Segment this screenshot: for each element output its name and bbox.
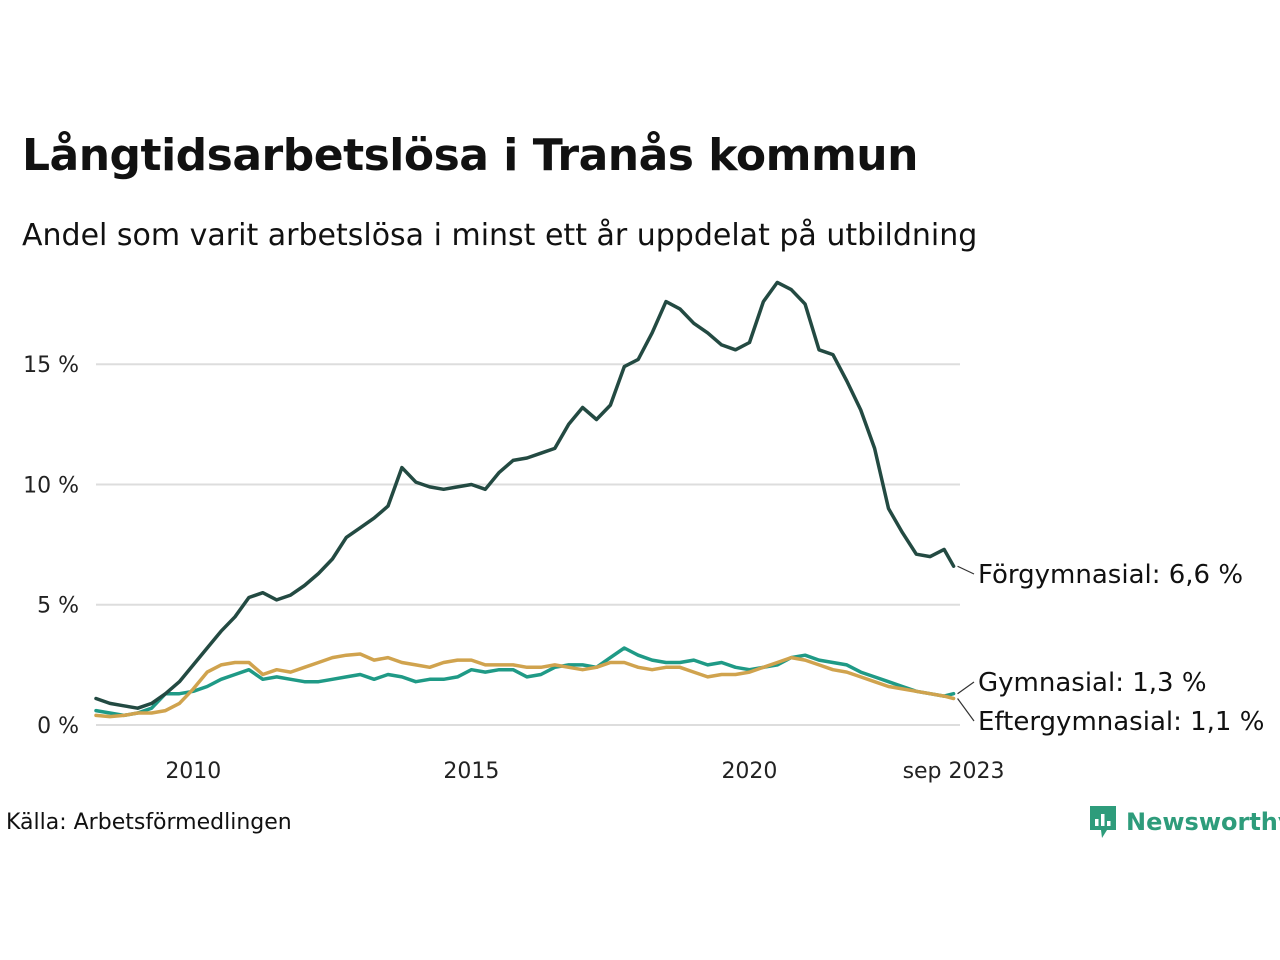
y-tick-label: 5 % <box>37 594 79 619</box>
y-axis-tick-labels: 0 % 5 % 10 % 15 % <box>23 353 79 739</box>
end-label-gymnasial: Gymnasial: 1,3 % <box>978 668 1207 698</box>
x-axis-tick-labels: 2010 2015 2020 sep 2023 <box>165 759 1004 784</box>
y-tick-label: 15 % <box>23 353 79 378</box>
brand-logo: Newsworthy <box>1088 804 1280 840</box>
series-lines <box>94 280 956 719</box>
x-tick-label: sep 2023 <box>903 759 1005 784</box>
series-line-gymnasial <box>94 646 956 718</box>
y-tick-label: 10 % <box>23 473 79 498</box>
x-tick-label: 2020 <box>721 759 777 784</box>
leader-line <box>957 565 975 575</box>
x-tick-label: 2015 <box>443 759 499 784</box>
newsworthy-logo-icon <box>1090 806 1116 838</box>
series-line-eftergymnasial <box>94 652 956 719</box>
end-labels: Förgymnasial: 6,6 % Gymnasial: 1,3 % Efter… <box>957 560 1264 737</box>
leader-line <box>957 681 975 695</box>
brand-name: Newsworthy <box>1126 808 1280 836</box>
grid-lines <box>96 363 960 726</box>
chart-title: Långtidsarbetslösa i Tranås kommun <box>22 130 918 181</box>
end-label-förgymnasial: Förgymnasial: 6,6 % <box>978 560 1243 590</box>
chart-subtitle: Andel som varit arbetslösa i minst ett å… <box>22 218 978 253</box>
series-line-förgymnasial <box>94 280 956 710</box>
x-tick-label: 2010 <box>165 759 221 784</box>
leader-line <box>957 698 975 722</box>
y-tick-label: 0 % <box>37 714 79 739</box>
end-label-eftergymnasial: Eftergymnasial: 1,1 % <box>978 707 1264 737</box>
source-note: Källa: Arbetsförmedlingen <box>6 810 292 835</box>
